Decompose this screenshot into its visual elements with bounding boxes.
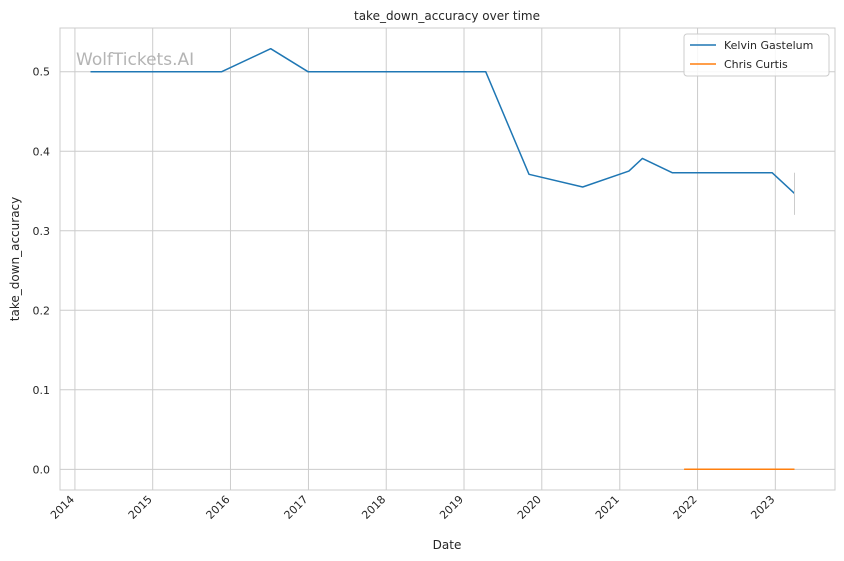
- series-line-kelvin-gastelum: [90, 47, 796, 194]
- y-tick-label: 0.1: [33, 384, 51, 397]
- y-tick-label: 0.3: [33, 225, 51, 238]
- x-axis-label: Date: [433, 538, 462, 552]
- legend-box: [683, 33, 830, 77]
- series-layer: [90, 47, 796, 471]
- chart-title: take_down_accuracy over time: [354, 9, 540, 23]
- plot-frame: [59, 27, 836, 491]
- y-tick-label: 0.4: [33, 145, 51, 158]
- legend-label-kelvin-gastelum: Kelvin Gastelum: [724, 39, 813, 52]
- legend: Kelvin Gastelum Chris Curtis: [683, 33, 830, 77]
- y-tick-label: 0.2: [33, 304, 51, 317]
- y-tick-label: 0.0: [33, 463, 51, 476]
- y-tick-label: 0.5: [33, 66, 51, 79]
- watermark: WolfTickets.AI: [76, 50, 194, 70]
- legend-label-chris-curtis: Chris Curtis: [724, 58, 788, 71]
- y-axis-label: take_down_accuracy: [8, 197, 22, 321]
